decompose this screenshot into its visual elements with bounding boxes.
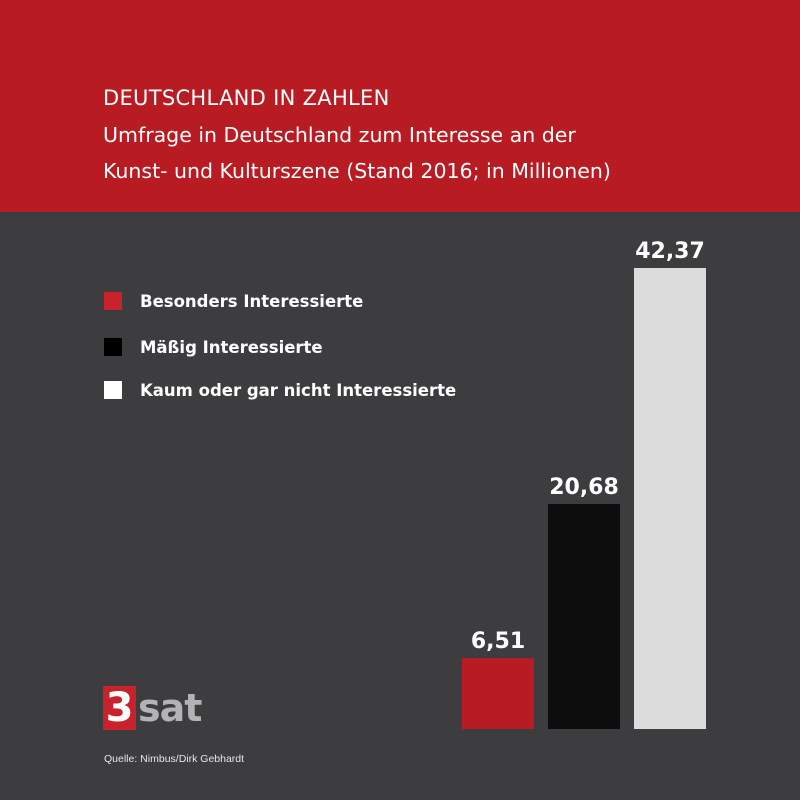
source-note: Quelle: Nimbus/Dirk Gebhardt bbox=[104, 753, 245, 765]
logo-text: sat bbox=[138, 686, 202, 730]
legend-item-maessig: Mäßig Interessierte bbox=[104, 336, 323, 358]
logo-number-box: 3 bbox=[103, 686, 136, 730]
legend-swatch-white bbox=[104, 381, 122, 399]
chart-title: DEUTSCHLAND IN ZAHLEN bbox=[103, 86, 390, 110]
legend-swatch-red bbox=[104, 292, 122, 310]
legend-label-besonders: Besonders Interessierte bbox=[140, 291, 364, 311]
value-label-besonders: 6,51 bbox=[471, 629, 525, 654]
value-label-kaum: 42,37 bbox=[635, 239, 705, 264]
legend-label-maessig: Mäßig Interessierte bbox=[140, 337, 323, 357]
bar-maessig bbox=[548, 503, 620, 729]
header-banner: DEUTSCHLAND IN ZAHLEN Umfrage in Deutsch… bbox=[0, 0, 800, 212]
bar-besonders bbox=[462, 658, 534, 729]
legend-item-kaum: Kaum oder gar nicht Interessierte bbox=[104, 379, 456, 401]
bar-kaum bbox=[634, 268, 706, 729]
legend-swatch-black bbox=[104, 338, 122, 356]
chart-subtitle-line-1: Umfrage in Deutschland zum Interesse an … bbox=[103, 123, 576, 147]
3sat-logo: 3 sat bbox=[103, 686, 202, 730]
value-label-maessig: 20,68 bbox=[549, 475, 619, 500]
legend-item-besonders: Besonders Interessierte bbox=[104, 290, 363, 312]
legend-label-kaum: Kaum oder gar nicht Interessierte bbox=[140, 380, 457, 400]
chart-subtitle-line-2: Kunst- und Kulturszene (Stand 2016; in M… bbox=[103, 159, 611, 183]
